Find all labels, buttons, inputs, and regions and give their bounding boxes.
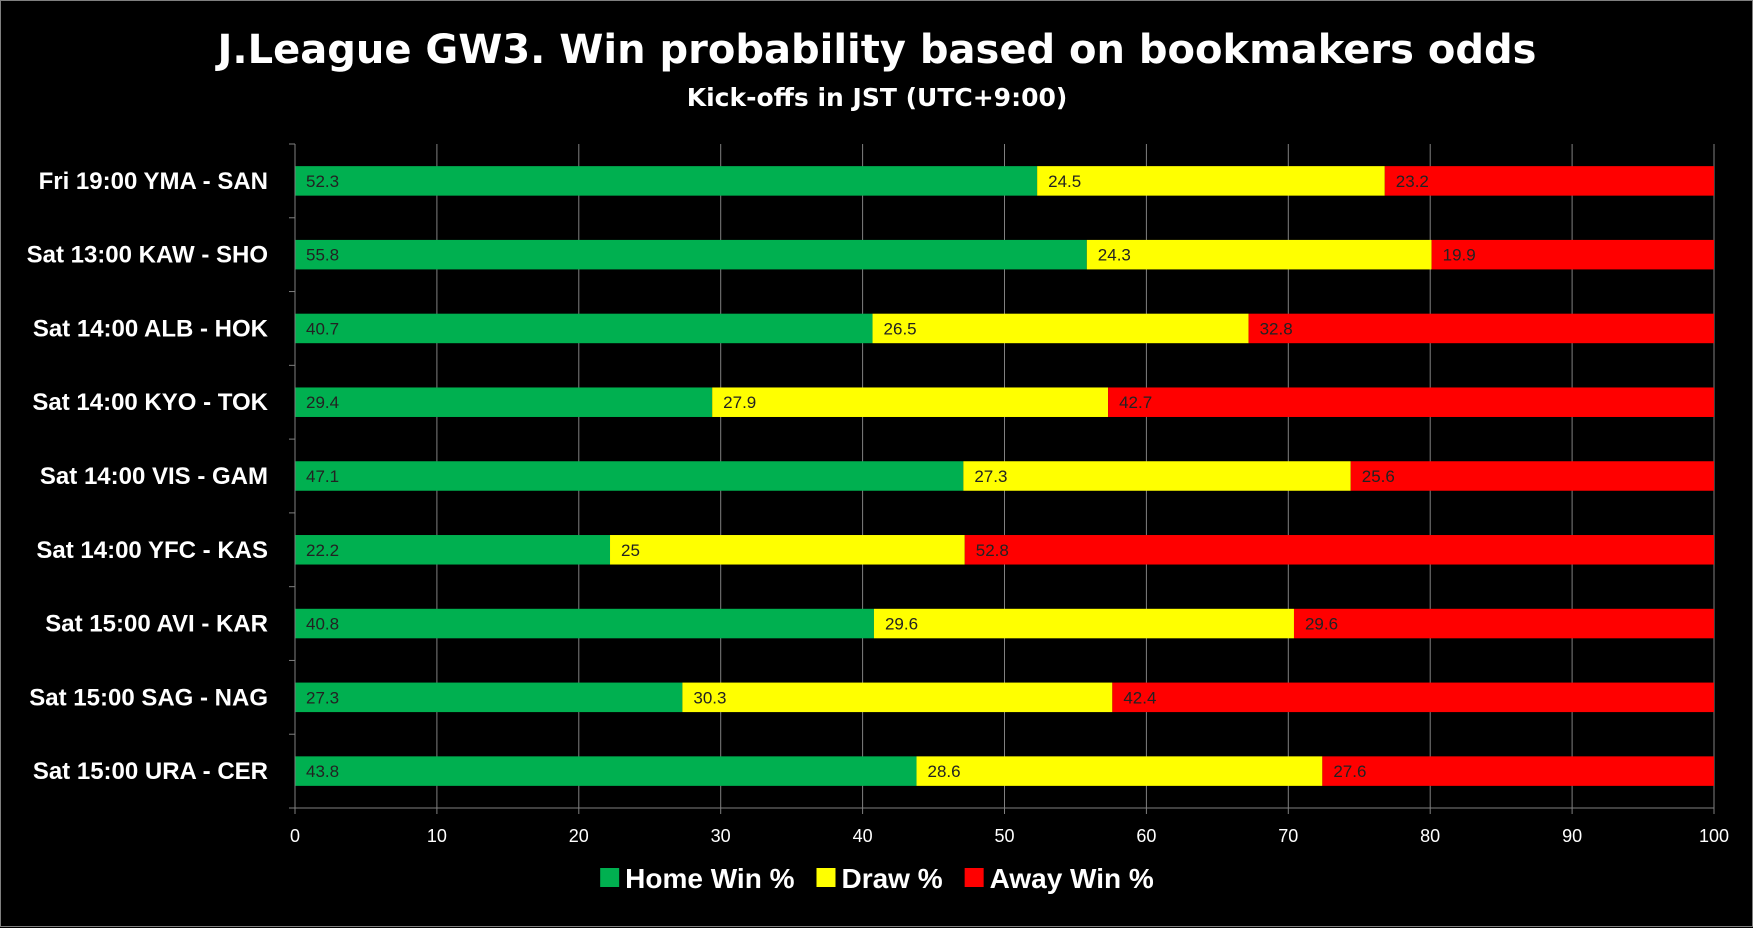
data-label: 40.7 [306,319,339,338]
bar-segment [295,239,1087,270]
axes: Fri 19:00 YMA - SAN Sat 13:00 KAW - SHO Sa… [27,143,1729,846]
data-label: 29.4 [306,393,339,412]
legend-swatch [600,868,620,887]
data-label: 27.3 [306,688,339,707]
data-label: 29.6 [885,615,918,634]
data-label: 25 [621,541,640,560]
bar-segment [1112,682,1714,713]
x-tick-label: 30 [711,826,731,846]
data-label: 47.1 [306,467,339,486]
legend-entry-label: Draw % [841,863,942,894]
data-label: 42.4 [1123,688,1156,707]
bar-segment [1350,461,1714,491]
bar-segment [873,608,1294,639]
category-label: Sat 14:00 ALB - HOK [33,315,269,342]
bar-segment [1322,756,1714,786]
bar-segment [295,682,683,713]
bar-segment [295,461,964,491]
bar-segment [1384,166,1714,196]
bars: 52.3 24.5 23.2 55.8 24.3 19.9 40.7 26.5 32.8 29.4… [295,166,1714,786]
bar-segment [295,313,873,344]
bar-segment [712,387,1109,417]
category-label: Sat 14:00 VIS - GAM [40,463,268,490]
data-label: 40.8 [306,615,339,634]
bar-segment [610,535,965,565]
category-label: Fri 19:00 YMA - SAN [39,168,268,195]
x-tick-label: 50 [994,826,1014,846]
category-label: Sat 15:00 URA - CER [33,758,268,785]
bar-segment [1431,239,1714,270]
category-label: Sat 15:00 SAG - NAG [29,684,268,711]
category-label: Sat 14:00 YFC - KAS [36,537,268,564]
bar-segment [964,535,1714,565]
category-label: Sat 15:00 AVI - KAR [45,611,268,638]
legend-swatch [816,868,836,887]
data-label: 43.8 [306,762,339,781]
bar-segment [1248,313,1714,344]
data-label: 24.5 [1048,172,1081,191]
bar-segment [295,608,874,639]
bar-segment [682,682,1113,713]
data-label: 22.2 [306,541,339,560]
chart-title: J.League GW3. Win probability based on b… [215,27,1537,73]
bar-segment [295,756,917,786]
data-label: 27.6 [1333,762,1366,781]
bar-segment [872,313,1249,344]
bar-segment [1037,166,1385,196]
data-label: 19.9 [1443,246,1476,265]
data-label: 26.5 [884,319,917,338]
data-label: 24.3 [1098,246,1131,265]
x-tick-label: 20 [569,826,589,846]
data-label: 29.6 [1305,615,1338,634]
bar-segment [963,461,1351,491]
data-label: 27.9 [723,393,756,412]
legend: Home Win % Draw % Away Win % [600,863,1154,894]
data-label: 27.3 [974,467,1007,486]
data-label: 28.6 [928,762,961,781]
bar-segment [916,756,1323,786]
x-tick-label: 100 [1699,826,1729,846]
x-tick-label: 70 [1278,826,1298,846]
bar-segment [295,387,713,417]
category-label: Sat 14:00 KYO - TOK [32,389,268,416]
x-tick-label: 40 [853,826,873,846]
x-tick-label: 90 [1562,826,1582,846]
x-tick-label: 60 [1136,826,1156,846]
legend-entry-label: Home Win % [625,863,794,894]
bar-segment [1108,387,1714,417]
bar-segment [295,166,1038,196]
x-tick-label: 80 [1420,826,1440,846]
legend-swatch [964,868,984,887]
data-label: 52.8 [976,541,1009,560]
data-label: 32.8 [1260,319,1293,338]
legend-entry-label: Away Win % [990,863,1154,894]
bar-segment [1086,239,1432,270]
data-label: 52.3 [306,172,339,191]
data-label: 30.3 [693,688,726,707]
data-label: 25.6 [1362,467,1395,486]
category-label: Sat 13:00 KAW - SHO [27,242,268,269]
x-tick-label: 10 [427,826,447,846]
data-label: 42.7 [1119,393,1152,412]
bar-segment [295,535,611,565]
bar-segment [1293,608,1714,639]
data-label: 55.8 [306,246,339,265]
chart-subtitle: Kick-offs in JST (UTC+9:00) [687,83,1068,112]
data-label: 23.2 [1396,172,1429,191]
x-tick-label: 0 [290,826,300,846]
